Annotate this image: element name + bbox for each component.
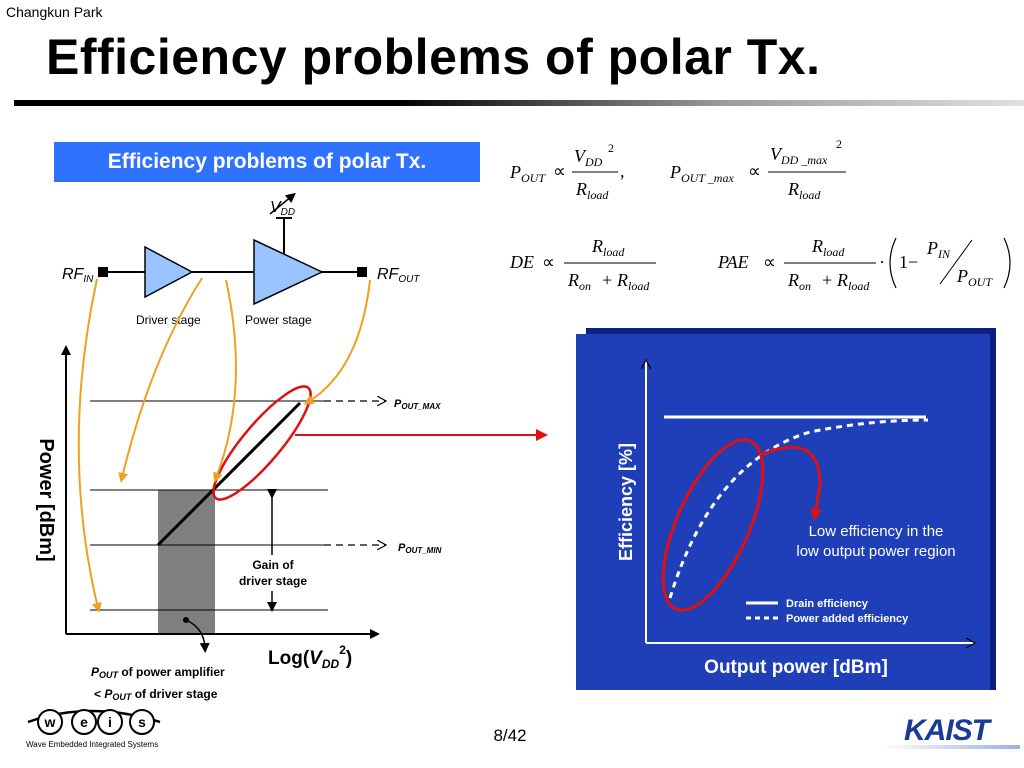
equations: POUT ∝ VDD 2 Rload , POUT _max ∝ VDD _ma… bbox=[509, 137, 1011, 293]
svg-text:VDD: VDD bbox=[574, 146, 603, 169]
weis-logo-icon: w e i s bbox=[27, 709, 161, 735]
svg-text:Rload: Rload bbox=[811, 236, 845, 259]
power-stage-curve-arrow bbox=[213, 279, 237, 483]
note-line2: < POUT of driver stage bbox=[94, 687, 218, 702]
pmax-label: POUT_MAX bbox=[394, 398, 441, 411]
svg-text:Ron: Ron bbox=[787, 270, 811, 293]
section-banner: Efficiency problems of polar Tx. bbox=[54, 142, 480, 182]
efficiency-plot: Low efficiency in the low output power r… bbox=[576, 328, 996, 690]
driver-stage-label: Driver stage bbox=[136, 313, 201, 327]
gain-label-line2: driver stage bbox=[239, 574, 307, 588]
rf-out-label: RFOUT bbox=[377, 266, 420, 285]
low-efficiency-ellipse bbox=[661, 438, 765, 612]
rf-in-port bbox=[98, 267, 108, 277]
legend-drain-efficiency: Drain efficiency bbox=[786, 598, 869, 610]
driver-amplifier-icon bbox=[144, 245, 194, 299]
svg-text:∝: ∝ bbox=[553, 161, 566, 181]
annotation-line2: low output power region bbox=[796, 543, 955, 560]
note-pointer-arrow bbox=[185, 619, 210, 653]
svg-text:Rload: Rload bbox=[787, 179, 821, 202]
pout-max-equation: POUT _max ∝ VDD _max 2 Rload bbox=[669, 137, 846, 202]
pmin-label: POUT_MIN bbox=[398, 542, 442, 555]
pae-curve bbox=[668, 418, 929, 599]
slide-title: Efficiency problems of polar Tx. bbox=[46, 29, 821, 85]
svg-text:2: 2 bbox=[608, 141, 614, 155]
svg-text:Rload: Rload bbox=[616, 270, 650, 293]
de-equation: DE ∝ Rload Ron + Rload bbox=[509, 236, 656, 293]
kaist-underline bbox=[880, 745, 1020, 749]
gain-label-line1: Gain of bbox=[252, 558, 294, 572]
rf-out-curve-arrow bbox=[303, 279, 371, 405]
svg-text:PIN: PIN bbox=[926, 238, 951, 261]
svg-text:PAE: PAE bbox=[717, 252, 749, 272]
svg-text:i: i bbox=[108, 714, 112, 730]
power-amplifier-icon bbox=[253, 238, 324, 306]
svg-text:Rload: Rload bbox=[591, 236, 625, 259]
annotation-line1: Low efficiency in the bbox=[809, 523, 944, 540]
pout-equation: POUT ∝ VDD 2 Rload , bbox=[509, 141, 625, 202]
output-power-curve bbox=[156, 401, 302, 547]
svg-text:2: 2 bbox=[836, 137, 842, 151]
svg-text:1−: 1− bbox=[899, 252, 918, 272]
svg-text:POUT: POUT bbox=[956, 266, 993, 289]
svg-text:Rload: Rload bbox=[836, 270, 870, 293]
author-name: Changkun Park bbox=[6, 4, 103, 20]
svg-text:Ron: Ron bbox=[567, 270, 591, 293]
driver-curve-arrow bbox=[118, 277, 203, 483]
svg-text:KAIST: KAIST bbox=[904, 714, 993, 747]
note-line1: POUT of power amplifier bbox=[91, 665, 225, 680]
svg-text:POUT _max: POUT _max bbox=[669, 162, 734, 185]
y-axis-label: Power [dBm] bbox=[35, 438, 57, 561]
svg-text:w: w bbox=[44, 714, 56, 730]
rf-in-label: RFIN bbox=[62, 266, 94, 285]
eff-x-axis-label: Output power [dBm] bbox=[704, 657, 888, 678]
legend-pae: Power added efficiency bbox=[786, 613, 909, 625]
svg-text:,: , bbox=[620, 161, 625, 181]
svg-text:e: e bbox=[80, 714, 88, 730]
title-underline bbox=[14, 100, 1024, 106]
svg-text:∝: ∝ bbox=[748, 161, 761, 181]
svg-text:+: + bbox=[602, 270, 612, 290]
weis-tagline: Wave Embedded Integrated Systems bbox=[26, 740, 159, 749]
vdd-label: VDD bbox=[270, 199, 295, 218]
eff-y-axis-label: Efficiency [%] bbox=[616, 443, 636, 561]
plot-background bbox=[576, 334, 990, 690]
amplifier-circuit: VDD RFIN RFOUT Driver stage Power stage bbox=[62, 192, 420, 327]
svg-text:∝: ∝ bbox=[542, 252, 555, 272]
power-vs-vdd-plot: Gain of driver stage Power [dBm] POUT_MA… bbox=[35, 277, 548, 702]
page-number: 8/42 bbox=[493, 726, 527, 745]
pae-equation: PAE ∝ Rload Ron + Rload · 1− PIN POUT bbox=[717, 236, 1011, 293]
svg-text:DE: DE bbox=[509, 252, 534, 272]
svg-text:POUT: POUT bbox=[509, 162, 546, 185]
power-stage-label: Power stage bbox=[245, 313, 312, 327]
x-axis-label: Log(VDD2) bbox=[268, 643, 352, 671]
annotation-arrow bbox=[759, 445, 822, 521]
driver-gain-region bbox=[158, 490, 215, 633]
kaist-logo-icon: KAIST bbox=[904, 714, 994, 747]
svg-text:∝: ∝ bbox=[763, 252, 776, 272]
rf-out-port bbox=[357, 267, 367, 277]
svg-text:·: · bbox=[879, 252, 885, 272]
variable-supply-arrow-icon bbox=[269, 192, 296, 215]
svg-text:+: + bbox=[822, 270, 832, 290]
highlight-ellipse bbox=[212, 385, 312, 501]
svg-text:VDD _max: VDD _max bbox=[770, 144, 828, 167]
svg-text:s: s bbox=[138, 714, 146, 730]
svg-text:Rload: Rload bbox=[575, 179, 609, 202]
rf-in-curve-arrow bbox=[77, 278, 102, 613]
